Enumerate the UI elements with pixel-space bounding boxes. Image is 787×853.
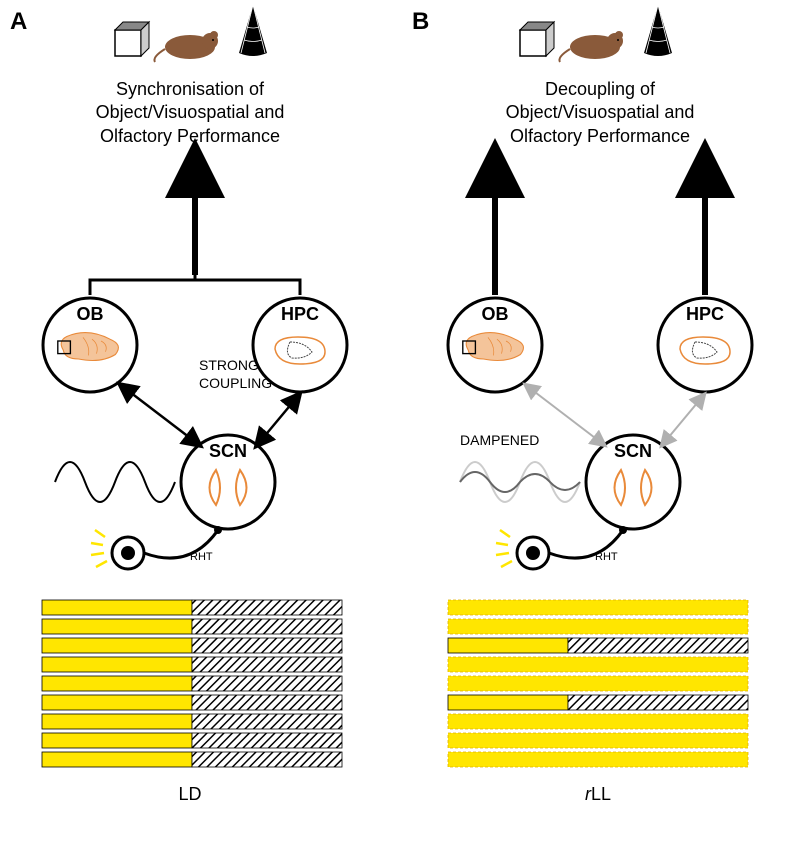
scn-text-a: SCN <box>209 441 247 461</box>
box-icon <box>115 22 149 56</box>
panel-b-group: OB HPC SCN DAMPEN <box>448 5 752 569</box>
coupling-text1-a: STRONG <box>199 357 259 373</box>
ob-text-b: OB <box>482 304 509 324</box>
mouse-icon <box>154 31 218 62</box>
cond-a: LD <box>178 784 201 804</box>
figure: A B Synchronisation of Object/Visuospati… <box>0 0 787 853</box>
diagram-svg: OB HPC STRONG COUPLING SCN <box>0 0 787 853</box>
hpc-text-a: HPC <box>281 304 319 324</box>
hpc-text-b: HPC <box>686 304 724 324</box>
damp-text-b: DAMPENED <box>460 432 539 448</box>
actogram-b <box>448 600 748 767</box>
rht-text-b: RHT <box>595 551 618 563</box>
cond-b: rLL <box>585 784 611 804</box>
cone-icon <box>239 5 267 56</box>
actogram-a <box>42 600 342 767</box>
scn-text-b: SCN <box>614 441 652 461</box>
ob-text-a: OB <box>77 304 104 324</box>
coupling-text2-a: COUPLING <box>199 375 272 391</box>
panel-a-group: OB HPC STRONG COUPLING SCN <box>43 5 347 569</box>
rht-text-a: RHT <box>190 551 213 563</box>
